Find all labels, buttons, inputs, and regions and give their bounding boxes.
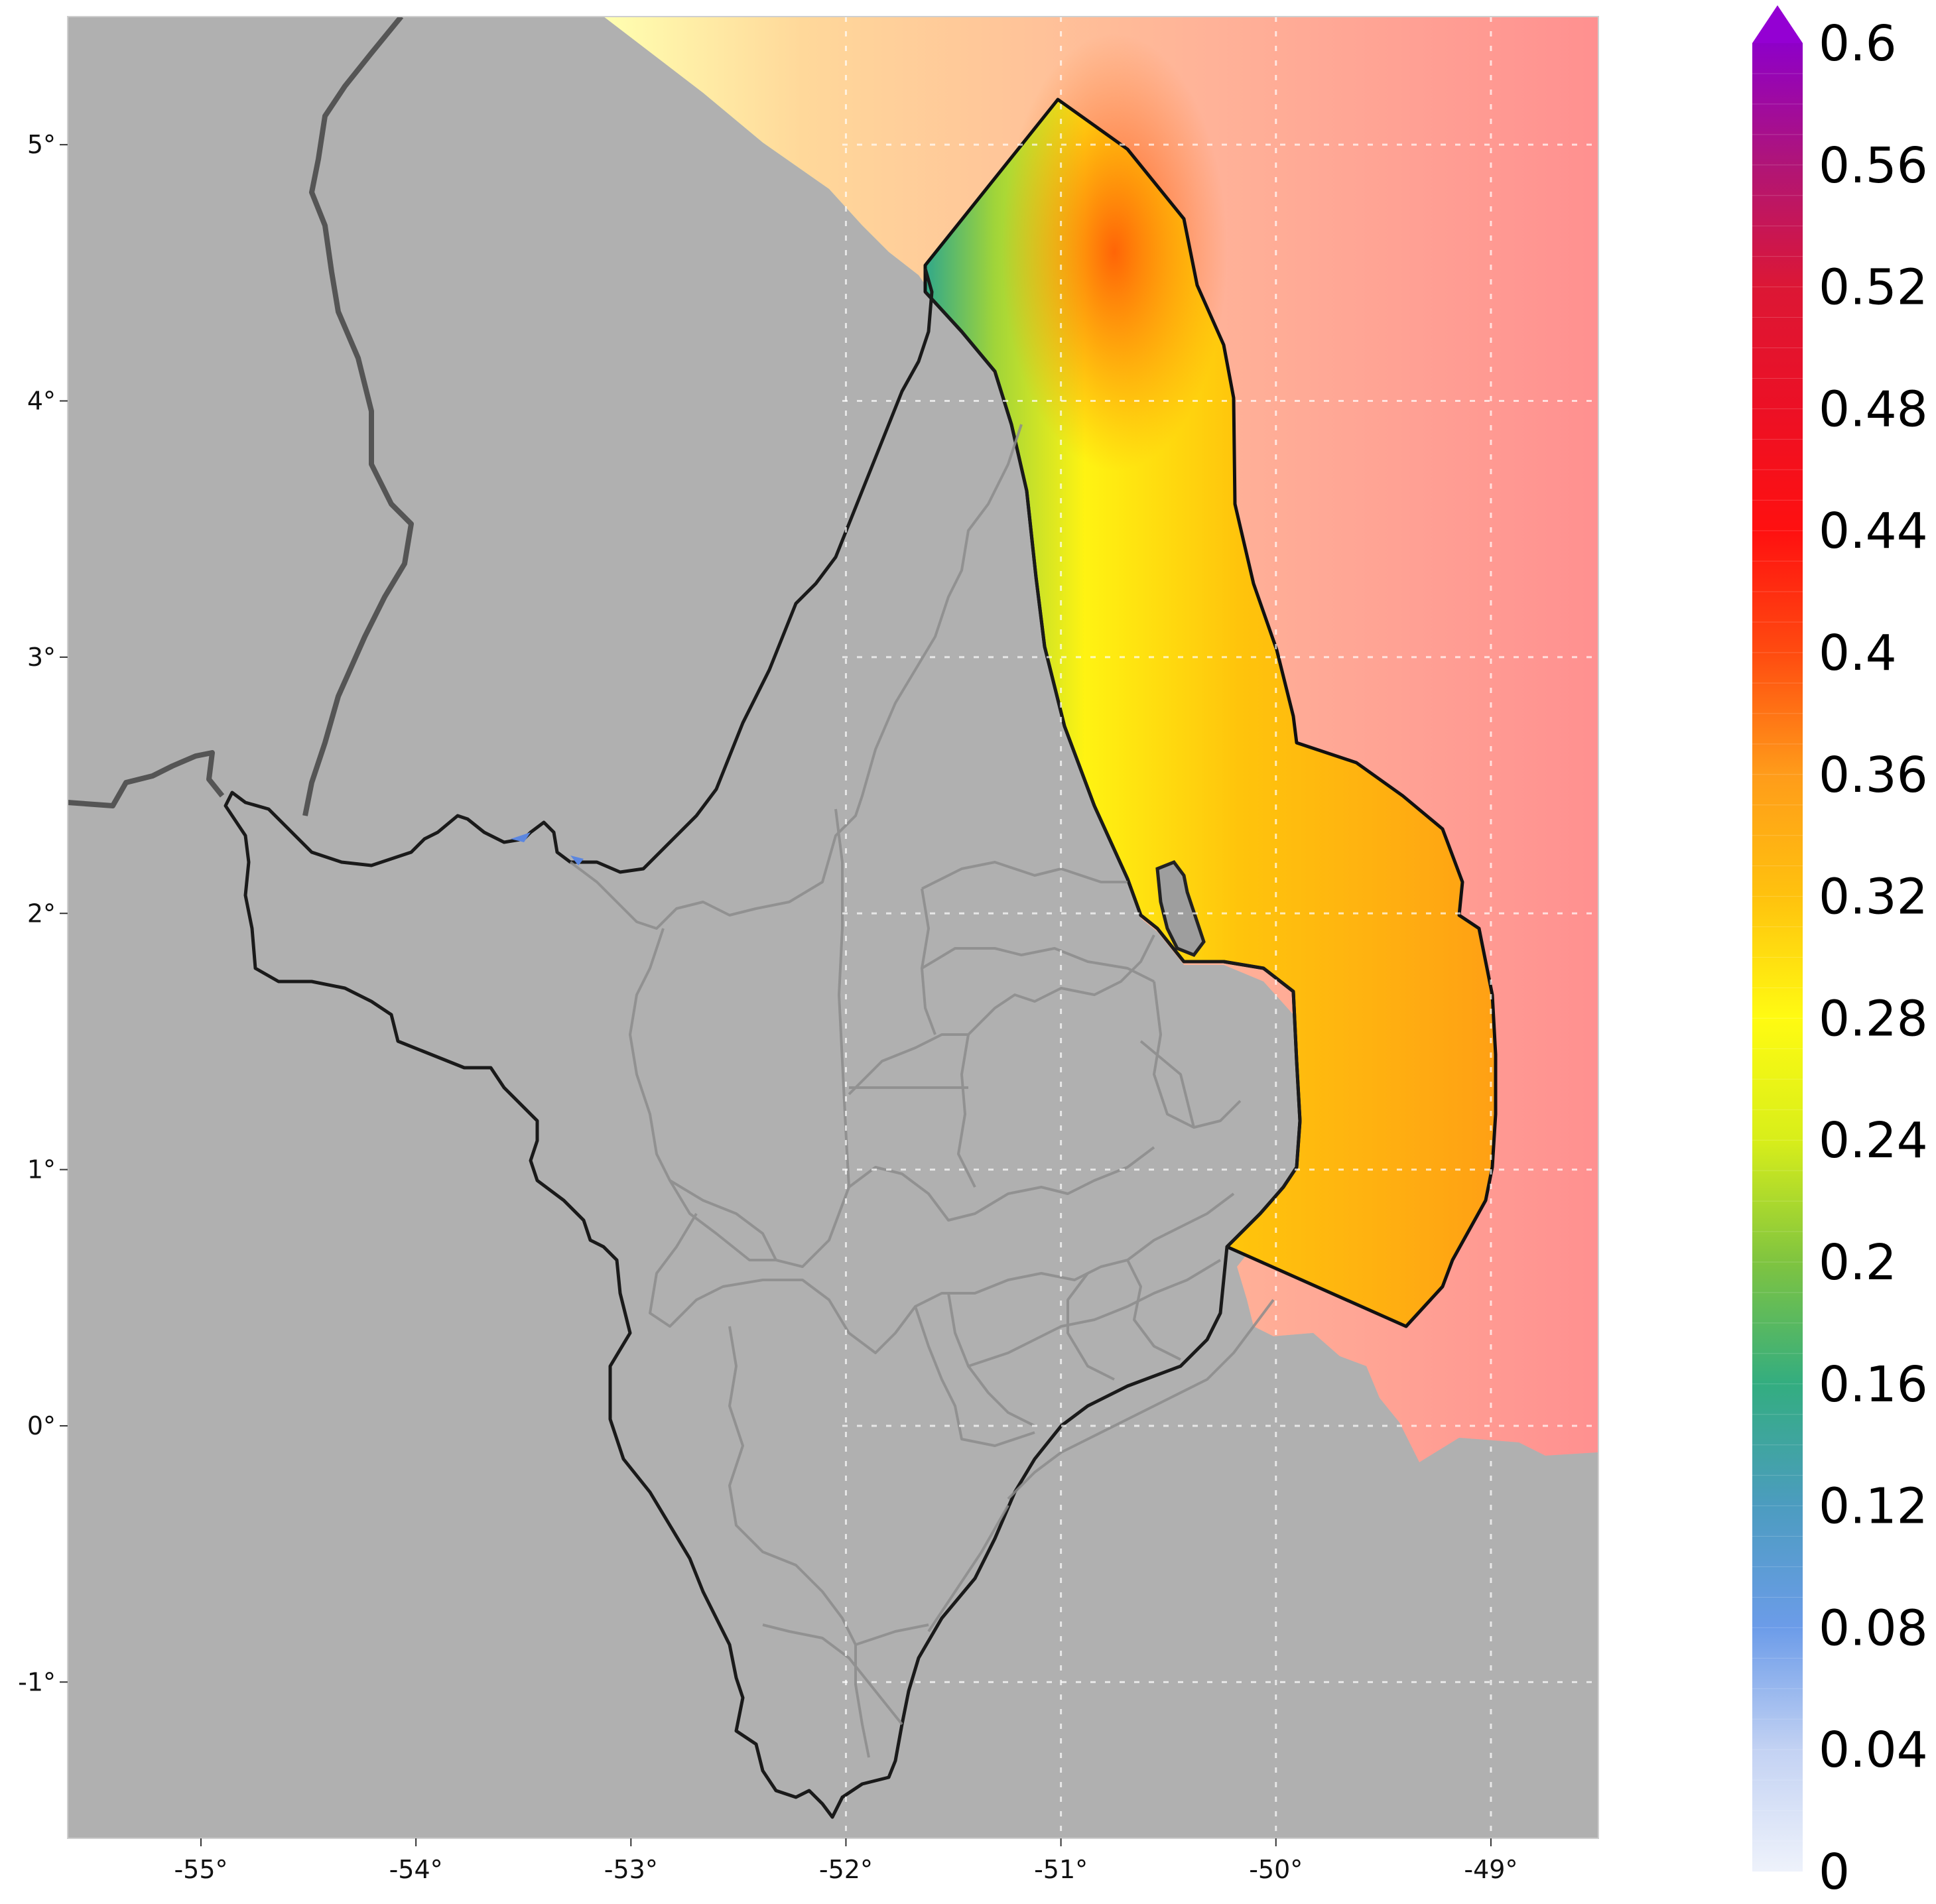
map-frame: [67, 16, 1599, 1839]
colorbar-label-8: 0.28: [1819, 990, 1928, 1047]
colorbar-label-3: 0.48: [1819, 381, 1928, 438]
colorbar-bar: [1752, 43, 1803, 1872]
y-tick-label-4: 1°: [27, 1155, 56, 1184]
island: [1155, 859, 1206, 958]
y-tick-label-2: 3°: [27, 643, 56, 672]
colorbar-label-0: 0.6: [1819, 15, 1897, 72]
colorbar-label-12: 0.12: [1819, 1478, 1928, 1535]
colorbar-labels: 0.6 0.56 0.52 0.48 0.44 0.4 0.36 0.32 0.28 0.24 0.…: [1819, 15, 1928, 1901]
map-panel: [68, 17, 1598, 1838]
colorbar-label-4: 0.44: [1819, 503, 1928, 560]
x-tick-label-0: -55°: [174, 1855, 227, 1884]
x-axis: -55° -54° -53° -52° -51° -50° -49°: [174, 1838, 1517, 1884]
colorbar: 0.6 0.56 0.52 0.48 0.44 0.4 0.36 0.32 0.28 0.24 0.…: [1752, 5, 1928, 1901]
y-tick-label-3: 2°: [27, 899, 56, 928]
x-tick-label-4: -51°: [1034, 1855, 1088, 1884]
x-tick-label-1: -54°: [389, 1855, 443, 1884]
colorbar-label-9: 0.24: [1819, 1112, 1928, 1169]
colorbar-label-11: 0.16: [1819, 1356, 1928, 1413]
x-tick-label-2: -53°: [604, 1855, 658, 1884]
x-tick-label-5: -50°: [1249, 1855, 1303, 1884]
river-segment-1: [511, 832, 531, 842]
x-tick-label-6: -49°: [1464, 1855, 1517, 1884]
y-tick-label-1: 4°: [27, 387, 56, 416]
river-segment-2: [570, 856, 584, 865]
y-tick-label-0: 5°: [27, 130, 56, 159]
zone-hotspot: [1001, 33, 1227, 471]
colorbar-label-14: 0.04: [1819, 1722, 1928, 1779]
border-west: [68, 750, 225, 808]
colorbar-label-15: 0: [1819, 1844, 1850, 1901]
colorbar-label-1: 0.56: [1819, 137, 1928, 194]
land-mass: [68, 17, 1598, 1838]
colorbar-label-7: 0.32: [1819, 869, 1928, 926]
border-guiana-north: [302, 17, 414, 816]
colorbar-label-13: 0.08: [1819, 1600, 1928, 1657]
colorbar-extend-arrow: [1752, 5, 1803, 43]
x-tick-label-3: -52°: [819, 1855, 873, 1884]
y-tick-label-6: -1°: [18, 1667, 56, 1696]
colorbar-label-5: 0.4: [1819, 625, 1897, 682]
colorbar-label-6: 0.36: [1819, 747, 1928, 804]
municipal-boundaries: [569, 424, 1275, 1758]
colorbar-bands: [1752, 73, 1803, 1842]
graticule: [842, 17, 1598, 1838]
colorbar-label-2: 0.52: [1819, 259, 1928, 316]
colorbar-label-10: 0.2: [1819, 1234, 1897, 1291]
y-tick-label-5: 0°: [27, 1411, 56, 1440]
y-axis: 5° 4° 3° 2° 1° 0° -1°: [18, 130, 68, 1696]
state-boundary: [224, 268, 1302, 1819]
